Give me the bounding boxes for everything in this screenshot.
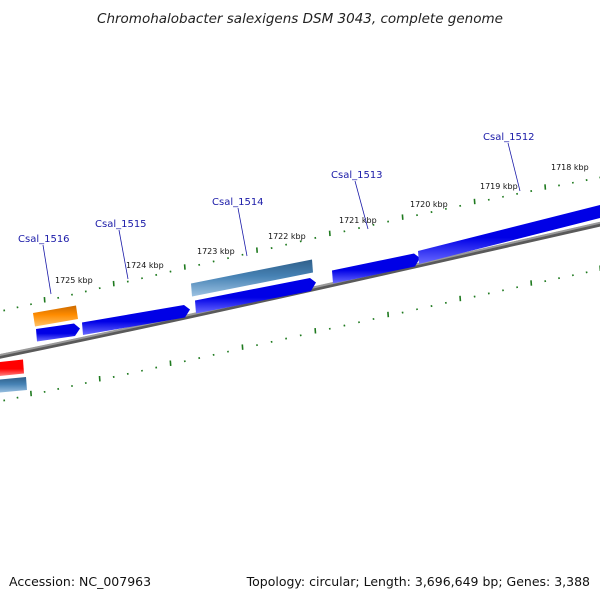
cds-feature[interactable] [195, 278, 316, 314]
other-feature[interactable] [0, 359, 24, 377]
kbp-label: 1722 kbp [268, 232, 306, 241]
cds-feature[interactable] [82, 305, 190, 335]
accession-text: Accession: NC_007963 [9, 574, 151, 589]
gene-label-leaders [42, 142, 521, 295]
map-title: Chromohalobacter salexigens DSM 3043, co… [97, 11, 503, 27]
genome-summary-text: Topology: circular; Length: 3,696,649 bp… [246, 574, 590, 589]
lower-lane-features [0, 359, 27, 393]
kbp-labels: 1725 kbp 1724 kbp 1723 kbp 1722 kbp 1721… [55, 163, 589, 285]
upper-lane-features [33, 259, 313, 327]
kbp-label: 1720 kbp [410, 200, 448, 209]
leader-line [507, 142, 521, 192]
ruler-inner-ticks [3, 265, 600, 402]
leader-line [354, 180, 369, 230]
gene-label-csal-1516[interactable]: Csal_1516 [18, 234, 70, 245]
ruler-outer-ticks [3, 176, 600, 312]
leader-line [118, 229, 129, 280]
cds-feature[interactable] [36, 323, 80, 342]
rna-feature[interactable] [33, 305, 78, 327]
kbp-label: 1724 kbp [126, 261, 164, 270]
cds-feature[interactable] [418, 205, 600, 264]
leader-line [237, 207, 248, 257]
leader-line [42, 244, 52, 295]
kbp-label: 1725 kbp [55, 276, 93, 285]
gene-label-csal-1512[interactable]: Csal_1512 [483, 132, 535, 143]
cds-reverse-feature[interactable] [191, 259, 313, 297]
kbp-label: 1719 kbp [480, 182, 518, 191]
kbp-label: 1721 kbp [339, 216, 377, 225]
cds-reverse-feature[interactable] [0, 377, 27, 393]
gene-label-csal-1515[interactable]: Csal_1515 [95, 219, 147, 230]
gene-label-csal-1513[interactable]: Csal_1513 [331, 170, 383, 181]
cds-feature[interactable] [332, 253, 420, 284]
gene-label-csal-1514[interactable]: Csal_1514 [212, 197, 264, 208]
gene-labels: Csal_1516 Csal_1515 Csal_1514 Csal_1513 … [18, 132, 535, 245]
kbp-label: 1723 kbp [197, 247, 235, 256]
forward-strand-features [36, 205, 600, 342]
kbp-label: 1718 kbp [551, 163, 589, 172]
